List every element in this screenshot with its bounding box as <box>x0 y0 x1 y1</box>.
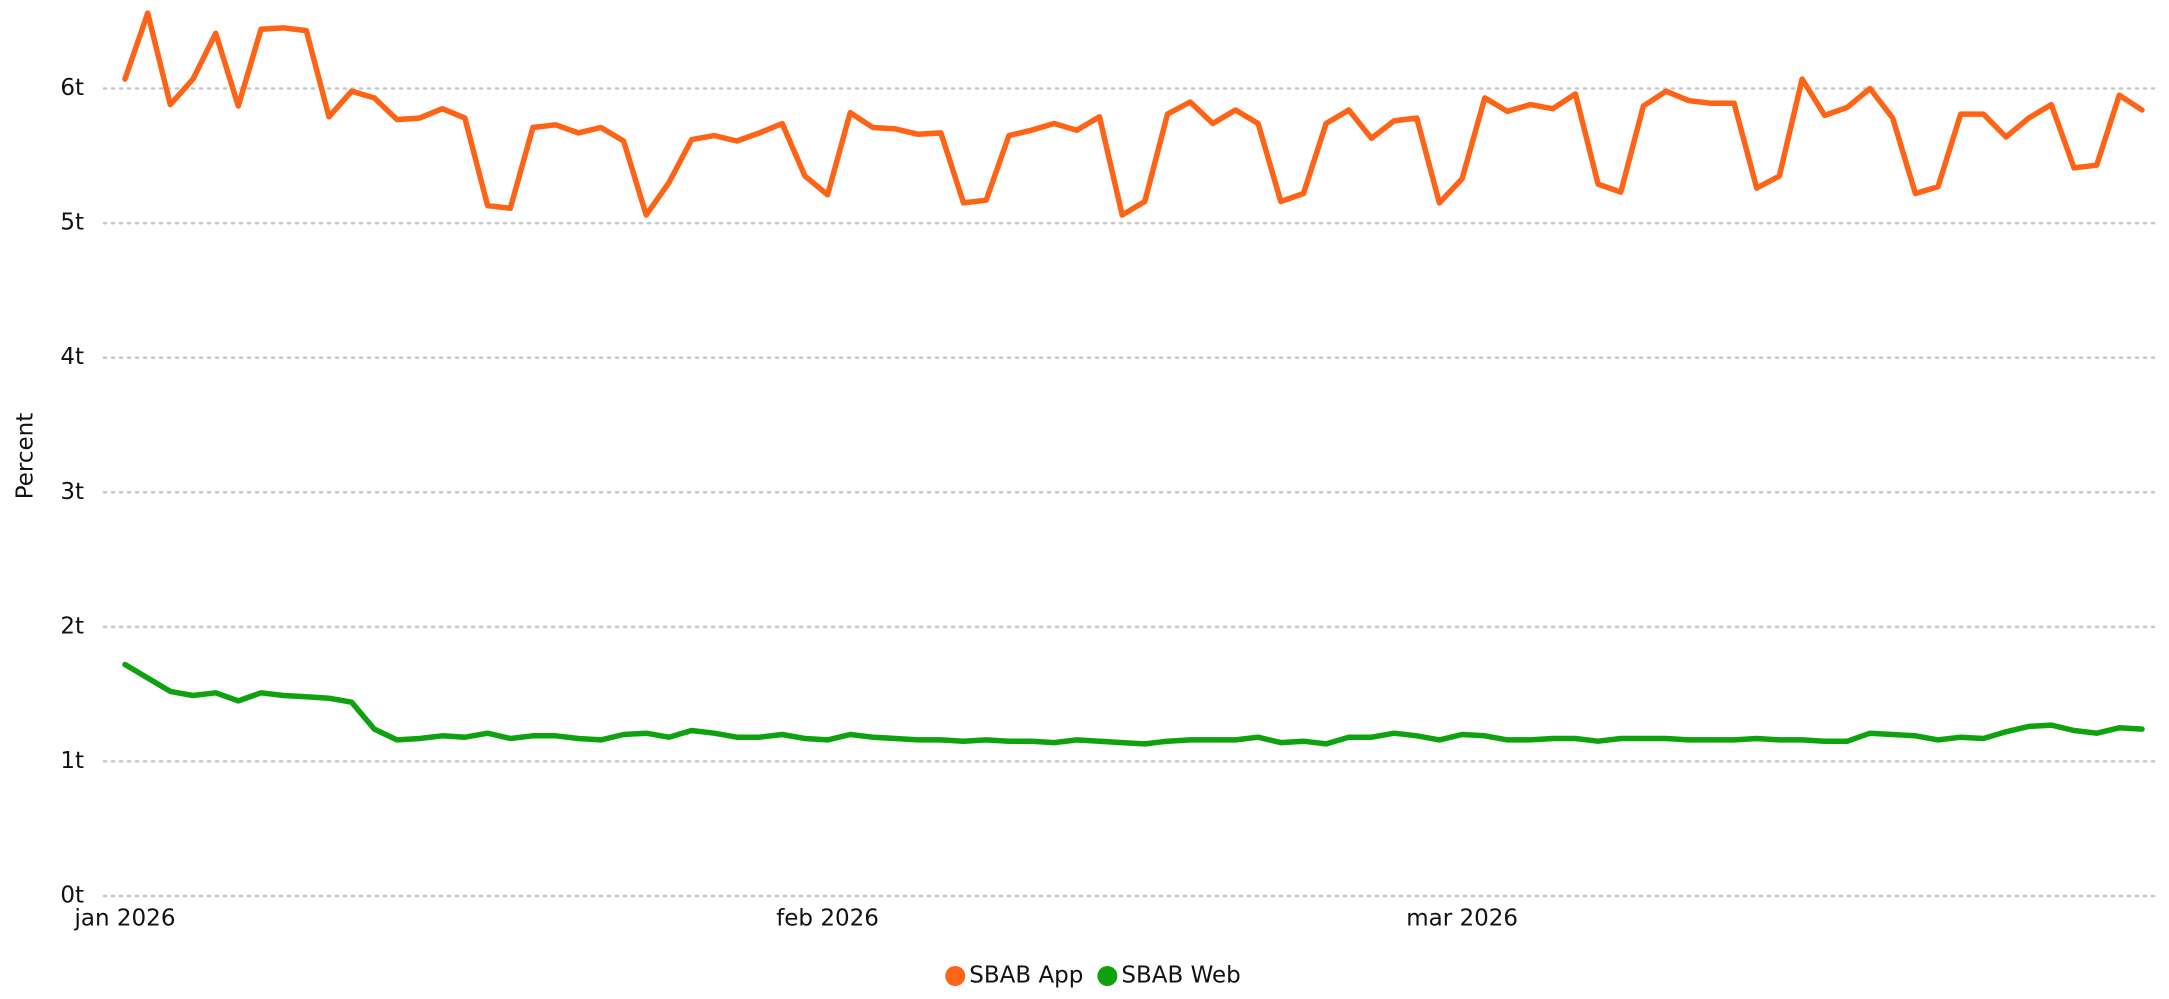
legend-marker <box>945 966 966 986</box>
y-tick-label: 1t <box>60 748 84 774</box>
series-line <box>122 661 2145 747</box>
y-tick-label: 2t <box>60 613 84 639</box>
legend-marker <box>1097 966 1118 986</box>
y-tick-label: 0t <box>60 883 84 909</box>
y-axis-label: Percent <box>13 413 39 500</box>
x-tick-label: feb 2026 <box>776 906 879 932</box>
series-line <box>122 10 2145 218</box>
y-tick-label: 3t <box>60 479 84 505</box>
x-tick-label: jan 2026 <box>74 906 176 932</box>
y-tick-label: 4t <box>60 344 84 370</box>
y-tick-label: 5t <box>60 210 84 236</box>
legend-label: SBAB App <box>969 963 1083 989</box>
x-tick-label: mar 2026 <box>1406 906 1518 932</box>
y-tick-label: 6t <box>60 75 84 101</box>
legend-label: SBAB Web <box>1121 963 1240 989</box>
